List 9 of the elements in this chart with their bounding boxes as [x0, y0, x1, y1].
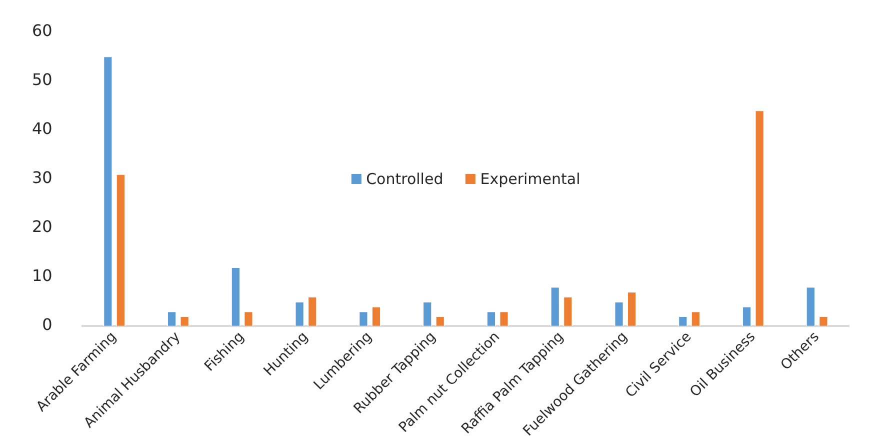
y-tick-label: 40	[32, 118, 52, 138]
y-tick-label: 20	[32, 216, 52, 236]
legend-label: Experimental	[480, 170, 580, 188]
y-tick-label: 10	[32, 266, 52, 285]
legend-label: Controlled	[366, 170, 444, 188]
y-tick-label: 0	[42, 315, 52, 334]
y-tick-label: 60	[32, 20, 52, 40]
y-tick-label: 50	[32, 70, 52, 89]
y-tick-label: 30	[32, 168, 52, 187]
